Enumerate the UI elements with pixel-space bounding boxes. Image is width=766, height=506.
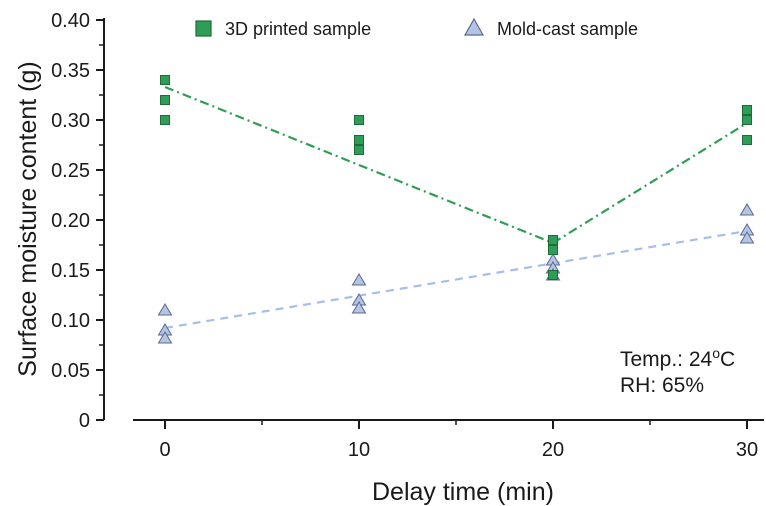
humidity-annotation: RH: 65% <box>620 374 704 397</box>
y-tick-label: 0.15 <box>51 260 90 282</box>
point-3d-printed <box>548 245 558 255</box>
point-3d-printed <box>548 235 558 245</box>
legend-marker-3d-printed <box>195 20 212 37</box>
point-3d-printed <box>548 270 558 280</box>
x-axis-label: Delay time (min) <box>372 478 554 506</box>
y-tick-label: 0.35 <box>51 60 90 82</box>
data-points <box>157 75 755 344</box>
point-3d-printed <box>354 135 364 145</box>
point-mold-cast <box>739 231 755 244</box>
y-tick-label: 0 <box>79 410 90 432</box>
y-tick-label: 0.20 <box>51 210 90 232</box>
y-tick-label: 0.10 <box>51 310 90 332</box>
point-3d-printed <box>354 115 364 125</box>
point-3d-printed <box>160 95 170 105</box>
y-tick-label: 0.30 <box>51 110 90 132</box>
point-mold-cast <box>351 301 367 314</box>
y-tick-label: 0.25 <box>51 160 90 182</box>
x-tick-label: 30 <box>736 439 758 461</box>
x-ticks: 0 10 20 30 <box>159 420 758 461</box>
temperature-annotation: Temp.: 24oC <box>620 345 735 371</box>
legend-label-3d-printed: 3D printed sample <box>225 19 371 39</box>
legend-marker-mold-cast <box>463 17 485 36</box>
x-tick-label: 10 <box>348 439 370 461</box>
point-mold-cast <box>351 273 367 286</box>
point-3d-printed <box>160 115 170 125</box>
trend-lines <box>164 85 748 330</box>
y-ticks: 0 0.05 0.10 0.15 0.20 0.25 0.30 0.35 0.40 <box>51 10 104 432</box>
condition-annotation: Temp.: 24oC RH: 65% <box>620 345 735 397</box>
x-tick-label: 20 <box>542 439 564 461</box>
legend: 3D printed sample Mold-cast sample <box>195 17 638 39</box>
point-mold-cast <box>739 203 755 216</box>
trend-line-3d-printed <box>164 85 748 245</box>
y-axis-label: Surface moisture content (g) <box>14 61 42 376</box>
point-3d-printed <box>354 145 364 155</box>
point-3d-printed <box>742 115 752 125</box>
point-3d-printed <box>742 105 752 115</box>
point-mold-cast <box>157 303 173 316</box>
legend-label-mold-cast: Mold-cast sample <box>497 19 638 39</box>
trend-line-mold-cast <box>164 229 748 330</box>
point-3d-printed <box>160 75 170 85</box>
x-tick-label: 0 <box>159 439 170 461</box>
point-mold-cast <box>157 331 173 344</box>
y-tick-label: 0.40 <box>51 10 90 32</box>
y-tick-label: 0.05 <box>51 360 90 382</box>
point-3d-printed <box>742 135 752 145</box>
